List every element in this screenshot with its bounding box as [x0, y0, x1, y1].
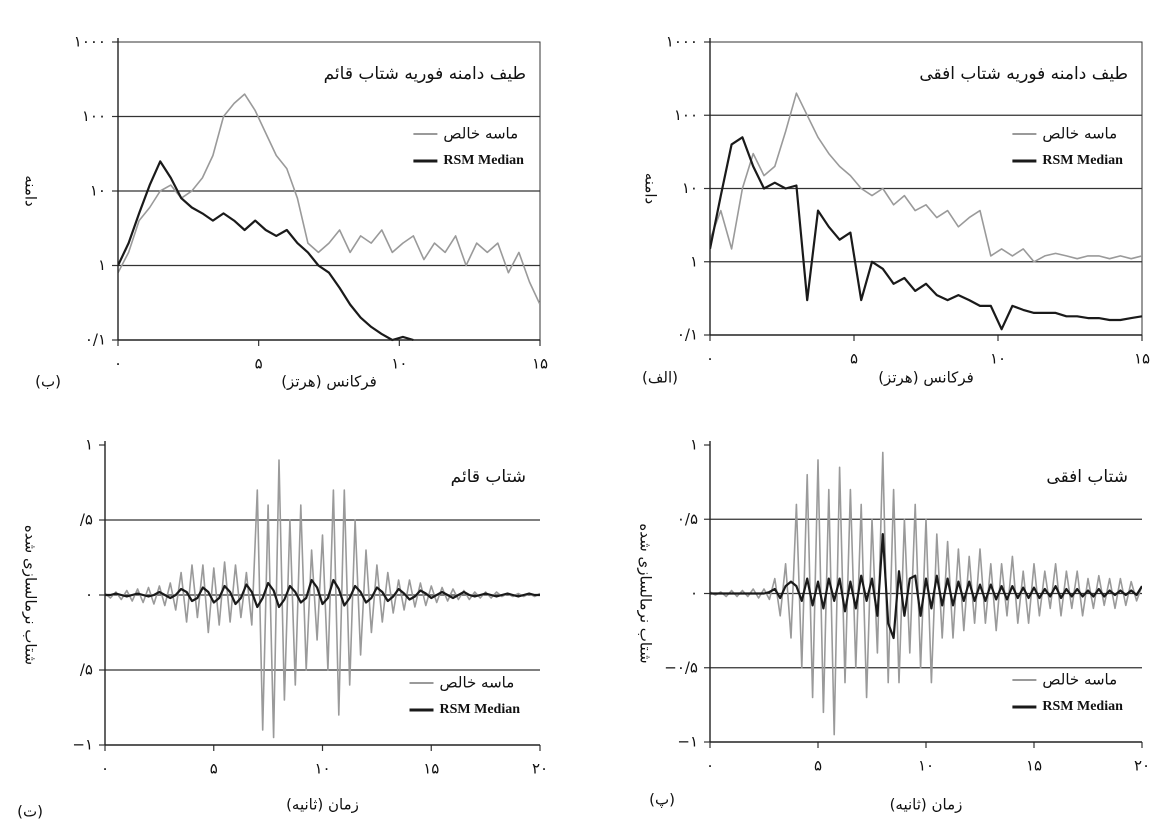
x-tick-label: ۱۰	[391, 355, 407, 373]
legend-label: ماسه خالص	[440, 674, 515, 692]
y-tick-label: ۱	[98, 256, 106, 274]
legend-label: ماسه خالص	[443, 125, 518, 143]
y-tick-label: ۰/۱	[85, 331, 106, 349]
x-tick-label: ۱۰	[918, 757, 934, 775]
chart-title: طیف دامنه فوریه شتاب قائم	[324, 64, 526, 84]
x-tick-label: ۵	[814, 757, 822, 775]
chart-title: شتاب قائم	[451, 467, 526, 487]
x-tick-label: ۵	[255, 355, 263, 373]
x-tick-label: ۱۰	[990, 350, 1006, 368]
y-axis-label: شتاب نرمالسازی شده	[637, 523, 655, 663]
series-line	[710, 451, 1142, 736]
legend-label: ماسه خالص	[1042, 671, 1117, 689]
x-tick-label: ۰	[706, 757, 714, 775]
y-tick-label: ۱۰۰	[82, 107, 106, 125]
y-tick-label: ۰	[690, 584, 698, 602]
y-tick-label: ۱۰۰	[674, 106, 698, 124]
y-tick-label: ۱۰۰۰	[74, 33, 106, 51]
y-tick-label: ۰	[85, 586, 93, 604]
x-axis-label: فرکانس (هرتز)	[878, 369, 974, 387]
series-line	[105, 578, 540, 609]
y-tick-label: ۱۰۰۰	[666, 33, 698, 51]
y-tick-label: −۰/۵	[664, 658, 698, 676]
y-tick-label: ۱	[690, 252, 698, 270]
x-tick-label: ۲۰	[1134, 757, 1150, 775]
y-tick-label: /۵	[80, 511, 93, 529]
y-tick-label: ۱۰	[90, 182, 106, 200]
x-tick-label: ۱۵	[423, 760, 439, 778]
panel-label: (ت)	[17, 803, 43, 821]
series-line	[710, 533, 1142, 640]
x-tick-label: ۰	[101, 760, 109, 778]
y-tick-label: ۰/۱	[677, 326, 698, 344]
chart-title: شتاب افقی	[1046, 467, 1128, 487]
y-tick-label: −۱	[72, 736, 93, 754]
legend-label: RSM Median	[1042, 153, 1123, 168]
legend-label: RSM Median	[440, 702, 521, 717]
y-axis-label: دامنه	[642, 173, 660, 204]
panel-label: (پ)	[649, 791, 675, 809]
x-tick-label: ۰	[706, 350, 714, 368]
legend-label: RSM Median	[443, 153, 524, 168]
x-axis-label: فرکانس (هرتز)	[281, 373, 377, 391]
series-line	[118, 160, 414, 342]
y-tick-label: −۱	[677, 733, 698, 751]
x-axis-label: زمان (ثانیه)	[286, 796, 359, 814]
legend-label: RSM Median	[1042, 699, 1123, 714]
x-tick-label: ۰	[114, 355, 122, 373]
panel-label: (ب)	[35, 373, 61, 391]
y-axis-label: شتاب نرمالسازی شده	[22, 525, 40, 665]
x-tick-label: ۱۵	[1026, 757, 1042, 775]
series-line	[710, 92, 1142, 263]
series-line	[118, 93, 540, 305]
legend-label: ماسه خالص	[1042, 125, 1117, 143]
chart-title: طیف دامنه فوریه شتاب افقی	[919, 64, 1128, 84]
y-axis-label: دامنه	[22, 175, 40, 206]
y-tick-label: ۱	[690, 436, 698, 454]
y-tick-label: /۵	[80, 661, 93, 679]
y-tick-label: ۱	[85, 436, 93, 454]
y-tick-label: ۱۰	[682, 179, 698, 197]
x-tick-label: ۱۰	[314, 760, 330, 778]
x-tick-label: ۱۵	[532, 355, 548, 373]
x-tick-label: ۲۰	[532, 760, 548, 778]
series-line	[105, 459, 540, 739]
x-tick-label: ۱۵	[1134, 350, 1150, 368]
series-line	[710, 136, 1142, 331]
x-axis-label: زمان (ثانیه)	[890, 796, 963, 814]
x-tick-label: ۵	[210, 760, 218, 778]
panel-label: (الف)	[642, 369, 678, 387]
y-tick-label: ۰/۵	[677, 510, 698, 528]
x-tick-label: ۵	[850, 350, 858, 368]
